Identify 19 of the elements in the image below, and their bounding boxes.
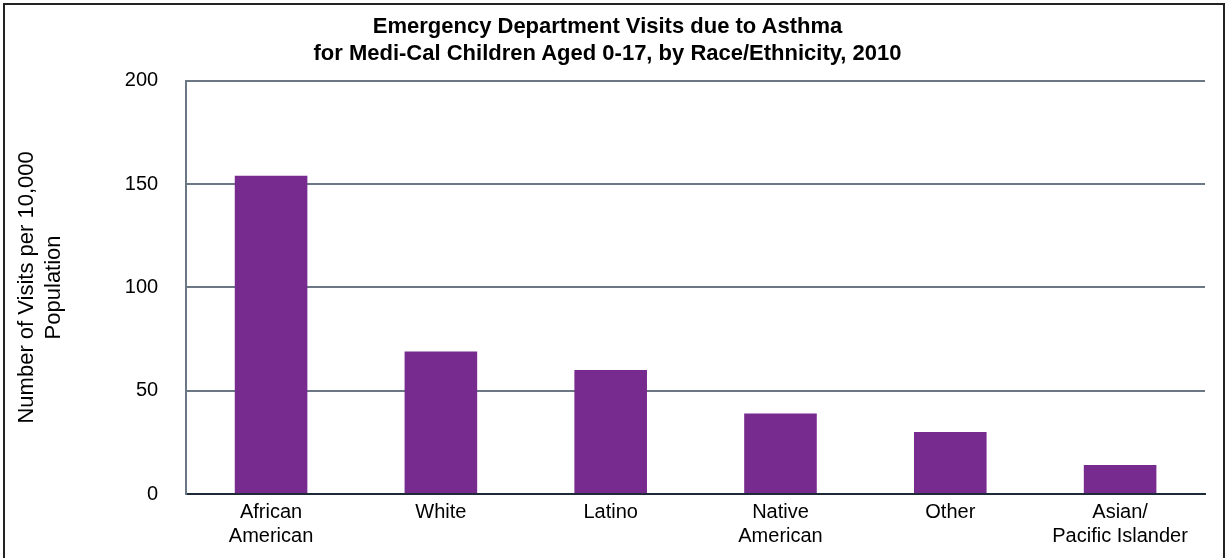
x-tick-label: Latino [583,499,638,522]
x-tick-label: Other [925,499,976,522]
y-tick-label: 200 [124,68,159,91]
bar [574,370,647,493]
y-tick-label: 50 [135,378,159,401]
x-tick-label: Native American [738,499,823,546]
y-tick-label: 150 [124,171,159,194]
bar [1083,465,1157,493]
x-tick-label: Asian/Pacific Islander [1052,499,1189,546]
x-tick-label: African American [228,499,314,546]
x-tick-label: White [415,499,467,522]
y-axis-title: Number of Visits per 10,000 Population [13,151,65,424]
chart-title: Emergency Department Visits due to Asthma for Medi-Cal Children Aged 0-17, by Race/Ethnicity, 2010 [313,13,902,65]
y-tick-label: 100 [124,274,159,297]
bar [744,413,817,493]
bar [914,432,987,493]
bar [234,175,308,493]
bar [404,351,478,493]
y-tick-label: 0 [147,481,159,504]
